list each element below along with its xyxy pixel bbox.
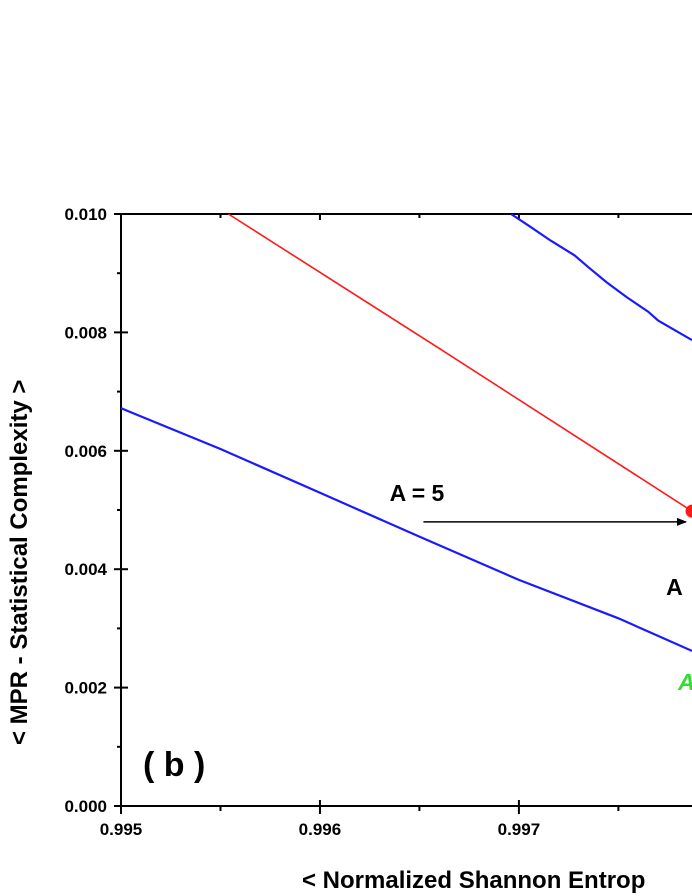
series-line-3 — [510, 214, 692, 342]
panel-label: ( b ) — [143, 746, 205, 784]
data-point-marker — [685, 504, 692, 518]
annotation-label: A — [677, 669, 692, 695]
x-axis-label: < Normalized Shannon Entrop — [302, 867, 645, 894]
y-tick-label: 0.008 — [64, 323, 107, 342]
y-axis-label: < MPR - Statistical Complexity > — [6, 380, 33, 745]
x-tick-label: 0.997 — [498, 820, 541, 839]
series-line-1 — [121, 407, 692, 652]
y-tick-label: 0.006 — [64, 442, 107, 461]
annotation-label: A — [666, 574, 683, 600]
y-tick-label: 0.004 — [64, 560, 107, 579]
series-layer — [121, 214, 692, 652]
marker-layer — [685, 504, 692, 518]
series-line-2 — [227, 214, 692, 512]
annotation-label: A = 5 — [390, 480, 445, 506]
y-tick-label: 0.000 — [64, 797, 107, 816]
axes: 0.000 0.002 0.004 0.006 0.008 0.010 0.995 0.996… — [64, 205, 692, 839]
x-tick-label: 0.996 — [299, 820, 342, 839]
annotation-layer: A = 5 A A — [390, 480, 692, 695]
x-tick-label: 0.995 — [100, 820, 143, 839]
y-tick-label: 0.002 — [64, 679, 107, 698]
y-tick-label: 0.010 — [64, 205, 107, 224]
